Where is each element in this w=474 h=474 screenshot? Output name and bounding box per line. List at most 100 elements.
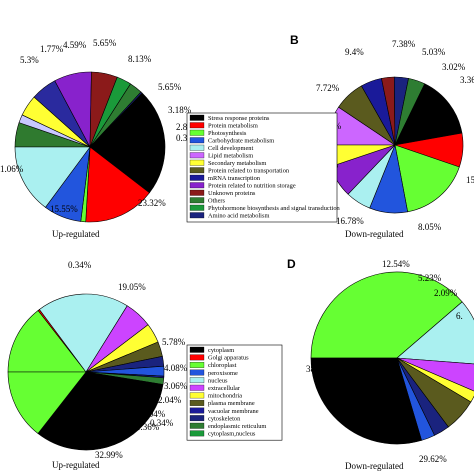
pie-slice (394, 144, 460, 213)
legend-swatch (189, 197, 205, 204)
caption-a: Up-regulated (52, 229, 100, 239)
slice-label: 7.72% (316, 83, 340, 93)
legend-label: peroxisome (208, 370, 238, 377)
slice-label: 0.34% (68, 260, 92, 270)
legend-label: Carbohydrate metabolism (208, 138, 274, 145)
pie-slice (394, 83, 463, 146)
slice-label: 32.99% (95, 450, 123, 460)
legend-label: Protein related to nutrition storage (208, 183, 296, 190)
legend-swatch (189, 152, 205, 159)
legend-swatch (189, 174, 205, 181)
legend-swatch (189, 129, 205, 136)
pie-slice (396, 301, 474, 365)
pie-slice (7, 371, 87, 434)
legend-label: Amino acid metabolism (208, 213, 269, 220)
legend-label: chloroplast (208, 362, 237, 369)
slice-label: 5.78% (162, 337, 186, 347)
legend-label: Others (208, 198, 226, 205)
slice-label: 2.04% (158, 395, 182, 405)
slice-label: 2.04% (142, 409, 166, 419)
legend-swatch (189, 189, 205, 196)
legend-swatch (189, 114, 205, 121)
legend-label: extracellular (208, 385, 241, 392)
legend-label: Golgi apparatus (208, 355, 249, 362)
slice-label: 38.68% (306, 364, 334, 374)
legend-swatch (189, 384, 205, 391)
legend-swatch (189, 369, 205, 376)
legend-swatch (189, 354, 205, 361)
slice-label: 29.62% (419, 454, 447, 464)
caption-c: Up-regulated (52, 460, 100, 470)
legend-label: Secondary metabolism (208, 160, 266, 167)
legend-swatch (189, 392, 205, 399)
slice-label: 1.77% (40, 44, 64, 54)
pie-slice (7, 310, 87, 373)
legend-swatch (189, 204, 205, 211)
caption-b: Down-regulated (345, 229, 404, 239)
legend-label: Protein related to transportation (208, 168, 290, 175)
legend-label: vacuolar membrane (208, 408, 259, 415)
caption-d: Down-regulated (345, 461, 404, 471)
slice-label: 15.55% (50, 204, 78, 214)
slice-label: 3.02% (442, 62, 466, 72)
legend-label: Cell development (208, 145, 253, 152)
slice-label: 4.59% (63, 40, 87, 50)
pie-slice (89, 92, 166, 194)
slice-label: 1.36% (136, 422, 160, 432)
panel-letter-b: B (290, 33, 299, 47)
slice-label: 4.08% (164, 363, 188, 373)
legend-swatch (189, 422, 205, 429)
slice-label: 3.06% (164, 381, 188, 391)
slice-label: 12.54% (382, 259, 410, 269)
slice-label: 6. (456, 311, 463, 321)
legend-label: Phytohormone biosynthesis and signal tra… (208, 205, 341, 212)
legend-swatch (189, 159, 205, 166)
legend-label: Unknown proteins (208, 190, 256, 197)
legend-swatch (189, 377, 205, 384)
slice-label: 5.3% (20, 55, 39, 65)
legend-swatch (189, 407, 205, 414)
legend-swatch (189, 212, 205, 219)
legend-swatch (189, 122, 205, 129)
pie-a (14, 71, 166, 223)
slice-label: 8.13% (128, 54, 152, 64)
pie-slice (310, 271, 463, 359)
legend-swatch (189, 400, 205, 406)
pie-slice (37, 371, 164, 451)
slice-label: 5.65% (93, 38, 117, 48)
legend-label: cytoskeleton (208, 415, 241, 422)
slice-label: 5.03% (422, 47, 446, 57)
legend-label: endoplasmic reticulum (208, 423, 266, 430)
slice-label: 1.06% (0, 164, 24, 174)
slice-label: 19.05% (118, 282, 146, 292)
legend-swatch (189, 182, 205, 189)
slice-label: 0.34% (150, 418, 174, 428)
legend-label: Lipid metabolism (208, 153, 253, 160)
legend-label: cytoplasm,nucleus (208, 431, 256, 438)
slice-label: 5.65% (158, 82, 182, 92)
slice-label: 7.38% (392, 39, 416, 49)
legend-label: mitochondria (208, 393, 242, 400)
pie-slice (310, 357, 422, 445)
legend-label: Photosynthesis (208, 130, 247, 137)
pie-slice (14, 146, 91, 208)
slice-label: 23.32% (138, 198, 166, 208)
slice-label: 3.36 (460, 75, 474, 85)
pie-b (326, 76, 464, 214)
legend-swatch (189, 167, 205, 174)
pie-c (7, 293, 165, 451)
pie-slice (38, 293, 128, 373)
slice-label: 5.23% (418, 273, 442, 283)
legend-swatch (189, 144, 205, 151)
legend-label: Stress response proteins (208, 115, 270, 122)
panel-letter-d: D (287, 257, 296, 271)
pie-slice (85, 146, 150, 223)
legend-label: cytoplasm (208, 347, 234, 354)
slice-label: 15 (466, 175, 474, 185)
legend-swatch (189, 362, 205, 368)
legend-label: Protein metabolism (208, 123, 258, 130)
pie-d (310, 271, 474, 445)
pie-charts (7, 71, 474, 451)
legend-label: nucleus (208, 377, 228, 384)
